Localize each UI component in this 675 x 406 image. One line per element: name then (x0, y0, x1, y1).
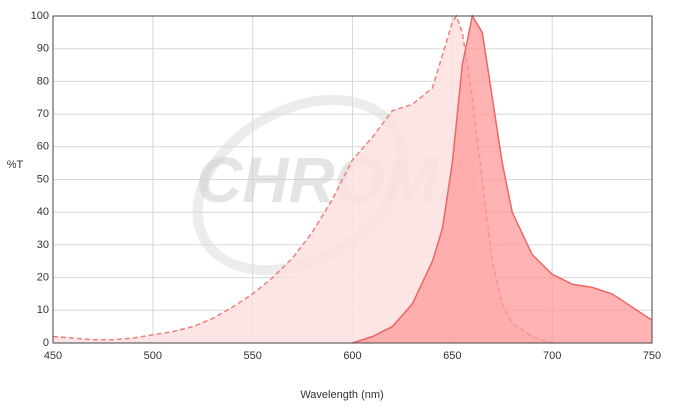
y-tick-label: 40 (37, 206, 49, 218)
y-axis-label: %T (7, 159, 24, 171)
y-tick-label: 10 (37, 304, 49, 316)
area-fill (352, 16, 652, 343)
x-tick-label: 600 (343, 350, 361, 362)
area-fill (53, 16, 553, 343)
y-tick-label: 70 (37, 108, 49, 120)
x-tick-label: 650 (443, 350, 461, 362)
y-tick-label: 100 (31, 10, 49, 22)
x-axis-label: Wavelength (nm) (300, 389, 383, 401)
y-tick-label: 90 (37, 43, 49, 55)
plot-frame (52, 15, 653, 344)
area-line (352, 13, 653, 344)
y-tick-label: 0 (43, 337, 49, 349)
x-tick-label: 500 (144, 350, 162, 362)
y-tick-label: 60 (37, 141, 49, 153)
y-tick-label: 30 (37, 239, 49, 251)
x-tick-label: 750 (643, 350, 661, 362)
x-tick-label: 550 (243, 350, 261, 362)
x-tick-label: 700 (543, 350, 561, 362)
y-tick-label: 20 (37, 272, 49, 284)
x-tick-label: 450 (44, 350, 62, 362)
y-tick-label: 80 (37, 75, 49, 87)
y-tick-label: 50 (37, 173, 49, 185)
